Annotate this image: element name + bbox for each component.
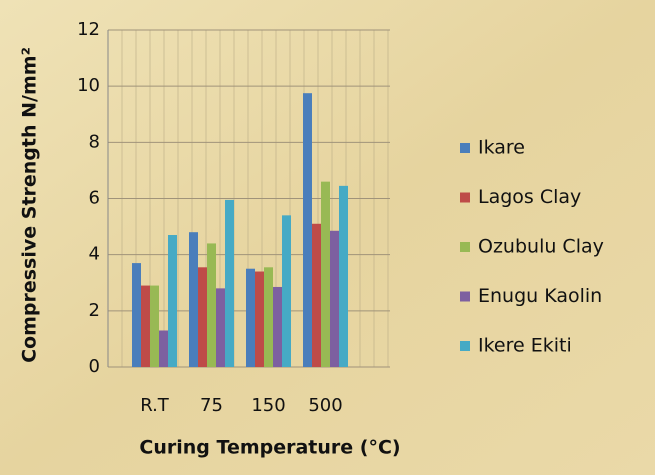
legend-swatch: [460, 291, 470, 302]
bar: [312, 223, 321, 367]
x-tick-label: R.T: [140, 395, 170, 416]
bar: [189, 232, 198, 367]
bar: [282, 215, 291, 367]
legend-swatch: [460, 341, 470, 351]
legend-label: Lagos Clay: [478, 186, 581, 208]
y-axis-title: Compressive Strength N/mm²: [19, 47, 41, 363]
bar: [159, 330, 168, 367]
bar: [198, 267, 207, 367]
y-tick-label: 2: [89, 300, 100, 321]
y-tick-label: 12: [77, 19, 100, 40]
legend-swatch: [460, 143, 470, 153]
bar: [255, 271, 264, 367]
y-tick-label: 6: [89, 188, 100, 209]
legend-swatch: [460, 192, 470, 203]
bar: [321, 181, 330, 367]
y-tick-label: 10: [77, 75, 100, 96]
bar: [141, 285, 150, 367]
x-tick-label: 500: [308, 395, 342, 416]
bar: [339, 185, 348, 367]
bar: [246, 268, 255, 367]
y-tick-label: 0: [89, 356, 100, 377]
bar: [330, 230, 339, 367]
bar: [216, 288, 225, 367]
legend-label: Ozubulu Clay: [478, 236, 604, 258]
bar: [132, 263, 141, 367]
bar: [273, 286, 282, 367]
legend-label: Ikere Ekiti: [478, 335, 572, 357]
x-axis-title: Curing Temperature (°C): [139, 437, 400, 459]
y-tick-label: 8: [89, 131, 100, 152]
bar: [150, 285, 159, 367]
legend-label: Ikare: [478, 137, 525, 159]
x-tick-label: 150: [251, 395, 285, 416]
bar: [303, 93, 312, 367]
bar: [225, 199, 234, 367]
x-tick-label: 75: [200, 395, 223, 416]
legend-label: Enugu Kaolin: [478, 285, 602, 307]
bar: [207, 243, 216, 367]
bar: [168, 235, 177, 367]
bar: [264, 267, 273, 367]
legend-swatch: [460, 242, 470, 252]
y-tick-label: 4: [89, 244, 100, 265]
